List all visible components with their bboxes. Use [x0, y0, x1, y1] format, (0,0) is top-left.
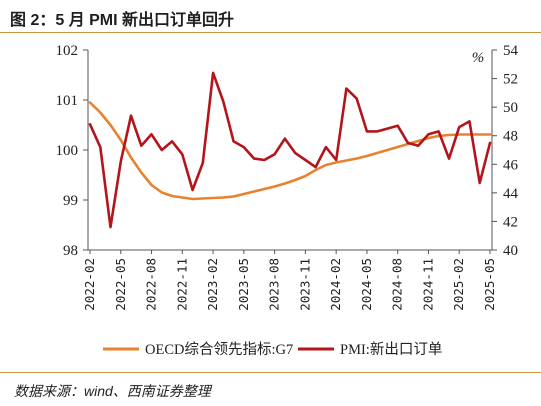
- x-tick-label: 2024-02: [328, 258, 343, 311]
- right-tick-label: 42: [503, 214, 518, 230]
- right-tick-label: 54: [503, 43, 519, 59]
- legend: OECD综合领先指标:G7 PMI:新出口订单: [103, 341, 442, 358]
- x-tick-label: 2024-05: [359, 258, 374, 311]
- x-tick-label: 2022-08: [144, 258, 159, 311]
- right-tick-label: 40: [503, 243, 518, 259]
- x-tick-label: 2023-02: [205, 258, 220, 311]
- right-tick-label: 52: [503, 72, 518, 88]
- footer-rule: [0, 372, 541, 373]
- chart-title: 图 2：5 月 PMI 新出口订单回升: [10, 12, 235, 29]
- x-tick-label: 2023-05: [236, 258, 251, 311]
- x-tick-label: 2024-11: [420, 258, 435, 311]
- x-tick-label: 2025-02: [451, 258, 466, 311]
- x-tick-label: 2023-11: [297, 258, 312, 311]
- x-tick-label: 2022-02: [82, 258, 97, 311]
- left-tick-label: 100: [56, 143, 79, 159]
- x-tick-label: 2025-05: [482, 258, 497, 311]
- right-axis-unit: %: [472, 50, 485, 66]
- x-tick-label: 2022-05: [113, 258, 128, 311]
- legend-pmi-label: PMI:新出口订单: [340, 341, 442, 358]
- left-tick-label: 101: [56, 93, 79, 109]
- right-tick-label: 44: [503, 186, 519, 202]
- left-tick-label: 99: [63, 193, 78, 209]
- rule-marker: [535, 32, 541, 33]
- x-axis: 2022-02 2022-05 2022-08 2022-11 2023-02 2023-…: [82, 249, 497, 311]
- legend-oecd-label: OECD综合领先指标:G7: [145, 341, 293, 358]
- x-tick-label: 2022-11: [174, 258, 189, 311]
- left-tick-label: 98: [63, 243, 78, 259]
- x-tick-label: 2024-08: [390, 258, 405, 311]
- pmi-series-line: [88, 71, 492, 229]
- oecd-series-line: [88, 101, 492, 201]
- source-note: 数据来源：wind、西南证券整理: [14, 383, 211, 399]
- right-tick-label: 46: [503, 157, 519, 173]
- rule-marker: [0, 32, 6, 33]
- right-tick-label: 50: [503, 100, 518, 116]
- x-tick-label: 2023-08: [267, 258, 282, 311]
- header-rule: [0, 32, 541, 33]
- series-layer: [88, 71, 492, 229]
- right-tick-label: 48: [503, 129, 518, 145]
- left-y-axis: 98 99 100 101 102: [56, 43, 89, 259]
- right-y-axis: 40 42 44 46 48 50 52 54%: [472, 43, 519, 259]
- left-tick-label: 102: [56, 43, 79, 59]
